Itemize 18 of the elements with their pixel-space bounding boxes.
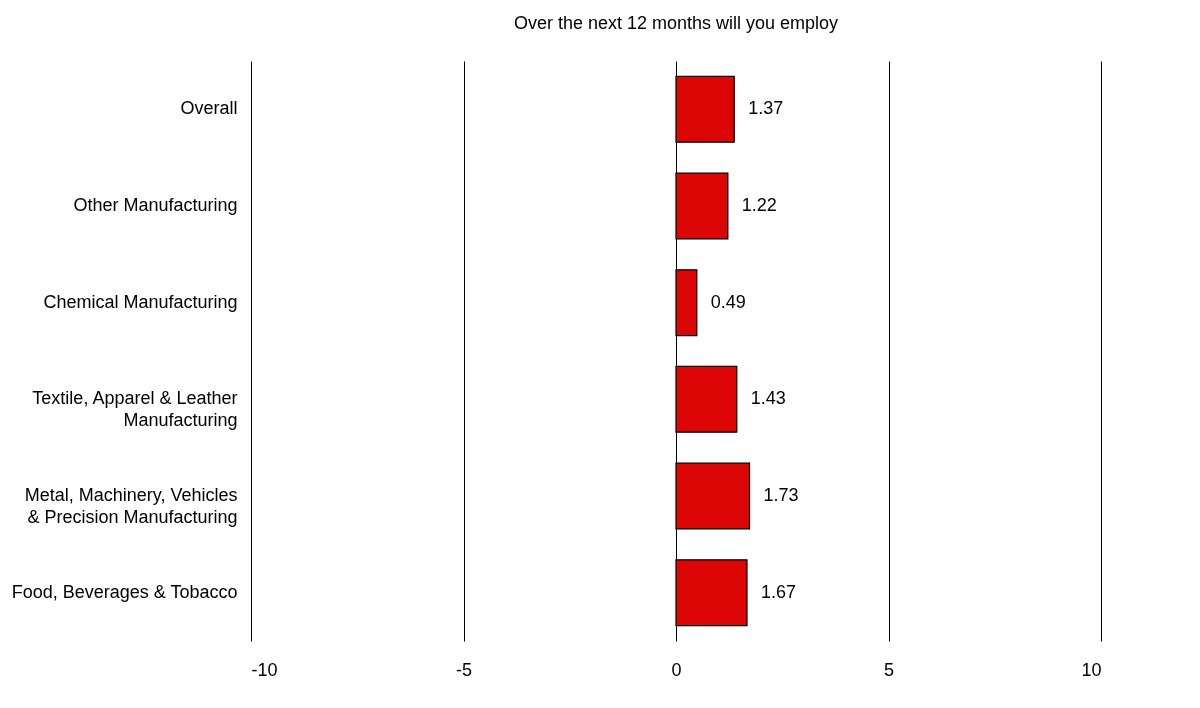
data-label: 1.37: [748, 98, 784, 119]
data-label: 1.67: [760, 581, 797, 602]
x-tick-label: 10: [1081, 659, 1102, 680]
y-tick-label: Food, Beverages & Tobacco: [11, 581, 238, 602]
y-tick-label: Metal, Machinery, Vehicles & Precision Manufacturing: [24, 485, 238, 527]
y-tick-label: Overall: [180, 98, 238, 119]
data-label: 1.73: [763, 485, 799, 505]
y-tick-label: Chemical Manufacturing: [43, 291, 238, 312]
x-tick-label: 5: [883, 659, 895, 680]
chart-title: Over the next 12 months will you employ: [513, 13, 839, 33]
data-label: 1.43: [750, 388, 786, 409]
data-label: 0.49: [710, 291, 746, 312]
y-tick-label: Other Manufacturing: [73, 195, 238, 215]
y-tick-label: Textile, Apparel & Leather Manufacturing: [32, 388, 238, 431]
data-label: 1.22: [741, 195, 777, 215]
x-tick-label: -10: [251, 659, 278, 680]
x-tick-label: 0: [671, 659, 682, 680]
x-tick-label: -5: [455, 659, 473, 680]
